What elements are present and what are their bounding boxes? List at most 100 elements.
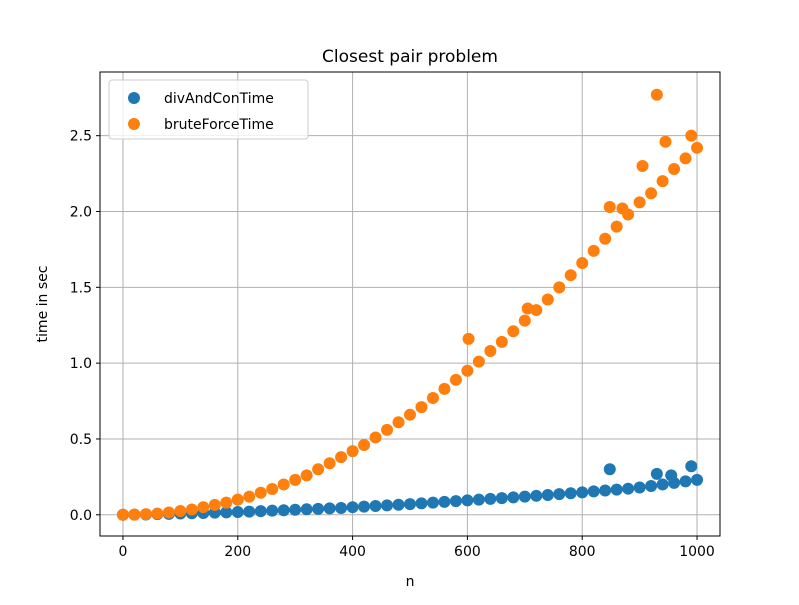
data-point-bruteForceTime [162,506,175,519]
legend-label-divandcontime: divAndConTime [164,91,274,107]
data-point-bruteForceTime [495,335,508,348]
data-point-divAndConTime [438,495,451,508]
legend-label-bruteforcetime: bruteForceTime [164,117,274,133]
data-point-divAndConTime [564,487,577,500]
y-axis-label: time in sec [35,266,51,343]
data-point-divAndConTime [599,484,612,497]
data-point-divAndConTime [426,496,439,509]
data-point-bruteForceTime [392,416,405,429]
data-point-bruteForceTime [599,232,612,245]
data-point-bruteForceTime [668,163,681,176]
x-axis-label: n [406,574,415,590]
data-point-divAndConTime [323,502,336,515]
data-point-bruteForceTime [659,135,672,148]
data-point-bruteForceTime [312,463,325,476]
legend: divAndConTime bruteForceTime [108,79,309,140]
data-point-bruteForceTime [462,332,475,345]
data-point-bruteForceTime [185,503,198,516]
ticks-layer: 0 200 400 600 800 1000 0.0 0.5 1.0 1.5 2.0 2.5 [70,129,715,560]
data-point-bruteForceTime [116,508,129,521]
data-point-divAndConTime [587,485,600,498]
x-tick-label: 800 [569,544,596,560]
data-point-divAndConTime [603,463,616,476]
data-point-divAndConTime [645,479,658,492]
data-point-bruteForceTime [636,160,649,173]
data-point-bruteForceTime [633,196,646,209]
data-point-divAndConTime [254,505,267,518]
x-tick-label: 1000 [679,544,715,560]
data-point-divAndConTime [335,501,348,514]
data-point-bruteForceTime [335,451,348,464]
chart-title: Closest pair problem [322,47,498,67]
data-point-bruteForceTime [323,457,336,470]
data-point-bruteForceTime [381,423,394,436]
data-point-bruteForceTime [564,269,577,282]
data-point-bruteForceTime [616,202,629,215]
data-point-divAndConTime [369,499,382,512]
data-point-bruteForceTime [507,325,520,338]
data-point-bruteForceTime [461,364,474,377]
data-point-divAndConTime [220,506,233,519]
data-point-bruteForceTime [254,486,267,499]
data-point-divAndConTime [518,490,531,503]
data-point-bruteForceTime [128,508,141,521]
data-point-divAndConTime [656,478,669,491]
data-point-bruteForceTime [277,478,290,491]
data-point-divAndConTime [461,494,474,507]
data-point-divAndConTime [553,488,566,501]
data-point-bruteForceTime [369,431,382,444]
data-point-bruteForceTime [139,508,152,521]
data-point-bruteForceTime [518,314,531,327]
data-point-bruteForceTime [484,345,497,358]
data-point-divAndConTime [507,491,520,504]
data-point-divAndConTime [495,492,508,505]
data-point-divAndConTime [449,495,462,508]
data-point-bruteForceTime [174,504,187,517]
grid-layer [100,72,720,536]
x-tick-label: 400 [339,544,366,560]
data-point-bruteForceTime [266,482,279,495]
data-point-bruteForceTime [358,439,371,452]
data-point-bruteForceTime [151,507,164,520]
data-point-bruteForceTime [438,382,451,395]
data-point-divAndConTime [392,498,405,511]
points-layer [116,88,704,521]
data-point-divAndConTime [243,505,256,518]
data-point-divAndConTime [622,482,635,495]
data-point-divAndConTime [685,460,698,473]
data-point-divAndConTime [300,503,313,516]
data-point-bruteForceTime [645,187,658,200]
data-point-bruteForceTime [610,220,623,233]
y-tick-label: 1.0 [70,356,92,372]
data-point-divAndConTime [266,504,279,517]
x-tick-label: 200 [224,544,251,560]
data-point-bruteForceTime [404,408,416,421]
data-point-divAndConTime [289,503,302,516]
data-point-bruteForceTime [685,129,698,142]
data-point-bruteForceTime [426,392,439,405]
data-point-divAndConTime [472,493,485,506]
data-point-bruteForceTime [576,257,589,270]
data-point-divAndConTime [381,499,394,512]
data-point-divAndConTime [404,498,416,511]
data-point-divAndConTime [576,486,589,499]
y-tick-label: 1.5 [70,280,92,296]
data-point-bruteForceTime [346,445,359,458]
data-point-divAndConTime [346,501,359,514]
data-point-bruteForceTime [587,244,600,257]
data-point-bruteForceTime [553,281,566,294]
data-point-bruteForceTime [243,490,256,503]
data-point-bruteForceTime [521,302,534,315]
y-tick-label: 2.0 [70,205,92,221]
data-point-divAndConTime [312,502,325,515]
data-point-bruteForceTime [679,152,692,165]
legend-marker-bruteforcetime [128,118,140,130]
legend-marker-divandcontime [128,92,140,104]
x-tick-label: 600 [454,544,481,560]
data-point-bruteForceTime [289,473,302,486]
data-point-bruteForceTime [415,401,428,414]
y-tick-label: 2.5 [70,129,92,145]
y-tick-label: 0.0 [70,508,92,524]
